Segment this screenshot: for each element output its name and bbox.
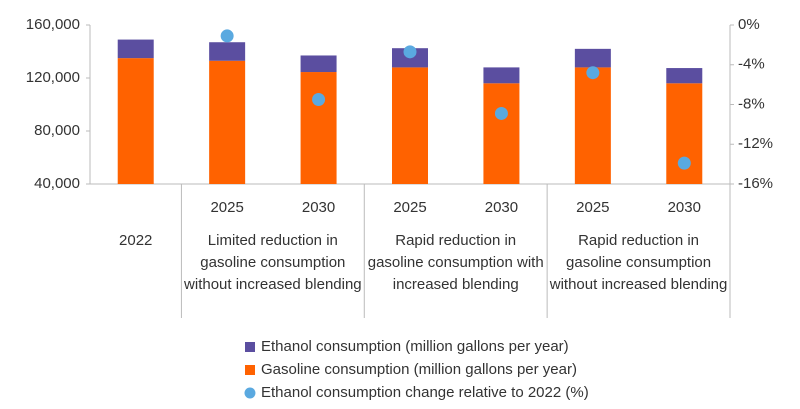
group-label: Limited reduction in gasoline consumptio… — [184, 232, 362, 293]
bar — [574, 48, 611, 68]
group-label: 2022 — [119, 232, 153, 249]
legend-marker — [245, 342, 255, 352]
x-tick-label: 2030 — [485, 199, 518, 216]
legend-label: Ethanol consumption change relative to 2… — [261, 384, 589, 401]
legend-marker — [245, 365, 255, 375]
y2-tick-label: 0% — [738, 16, 760, 33]
y2-tick-label: -16% — [738, 175, 773, 192]
legend-marker — [244, 387, 256, 399]
x-tick-label: 2030 — [668, 199, 701, 216]
x-tick-label: 2025 — [393, 199, 426, 216]
y-tick-label: 120,000 — [26, 69, 80, 86]
bar — [300, 55, 337, 73]
bar — [483, 67, 520, 84]
scatter-point — [586, 66, 600, 80]
bar — [666, 68, 703, 84]
bar — [574, 67, 611, 184]
y2-tick-label: -12% — [738, 135, 773, 152]
y2-tick-label: -8% — [738, 95, 765, 112]
y-tick-label: 40,000 — [34, 175, 80, 192]
scatter-point — [677, 156, 691, 170]
bar — [300, 72, 337, 184]
x-tick-label: 2030 — [302, 199, 335, 216]
group-label: Rapid reduction in gasoline consumption … — [367, 232, 544, 293]
bar — [117, 39, 154, 59]
legend-label: Ethanol consumption (million gallons per… — [261, 338, 569, 355]
legend-label: Gasoline consumption (million gallons pe… — [261, 361, 577, 378]
scatter-point — [220, 29, 234, 43]
bar — [209, 42, 246, 61]
x-tick-label: 2025 — [210, 199, 243, 216]
y-tick-label: 80,000 — [34, 122, 80, 139]
scatter-point — [403, 45, 417, 59]
y-tick-label: 160,000 — [26, 16, 80, 33]
bar — [392, 67, 428, 184]
scatter-point — [312, 93, 326, 107]
y2-tick-label: -4% — [738, 56, 765, 73]
scatter-point — [494, 106, 508, 120]
bar — [209, 60, 246, 184]
x-tick-label: 2025 — [576, 199, 609, 216]
group-label: Rapid reduction in gasoline consumption … — [549, 232, 728, 293]
bar — [117, 58, 154, 184]
bar — [483, 83, 520, 184]
